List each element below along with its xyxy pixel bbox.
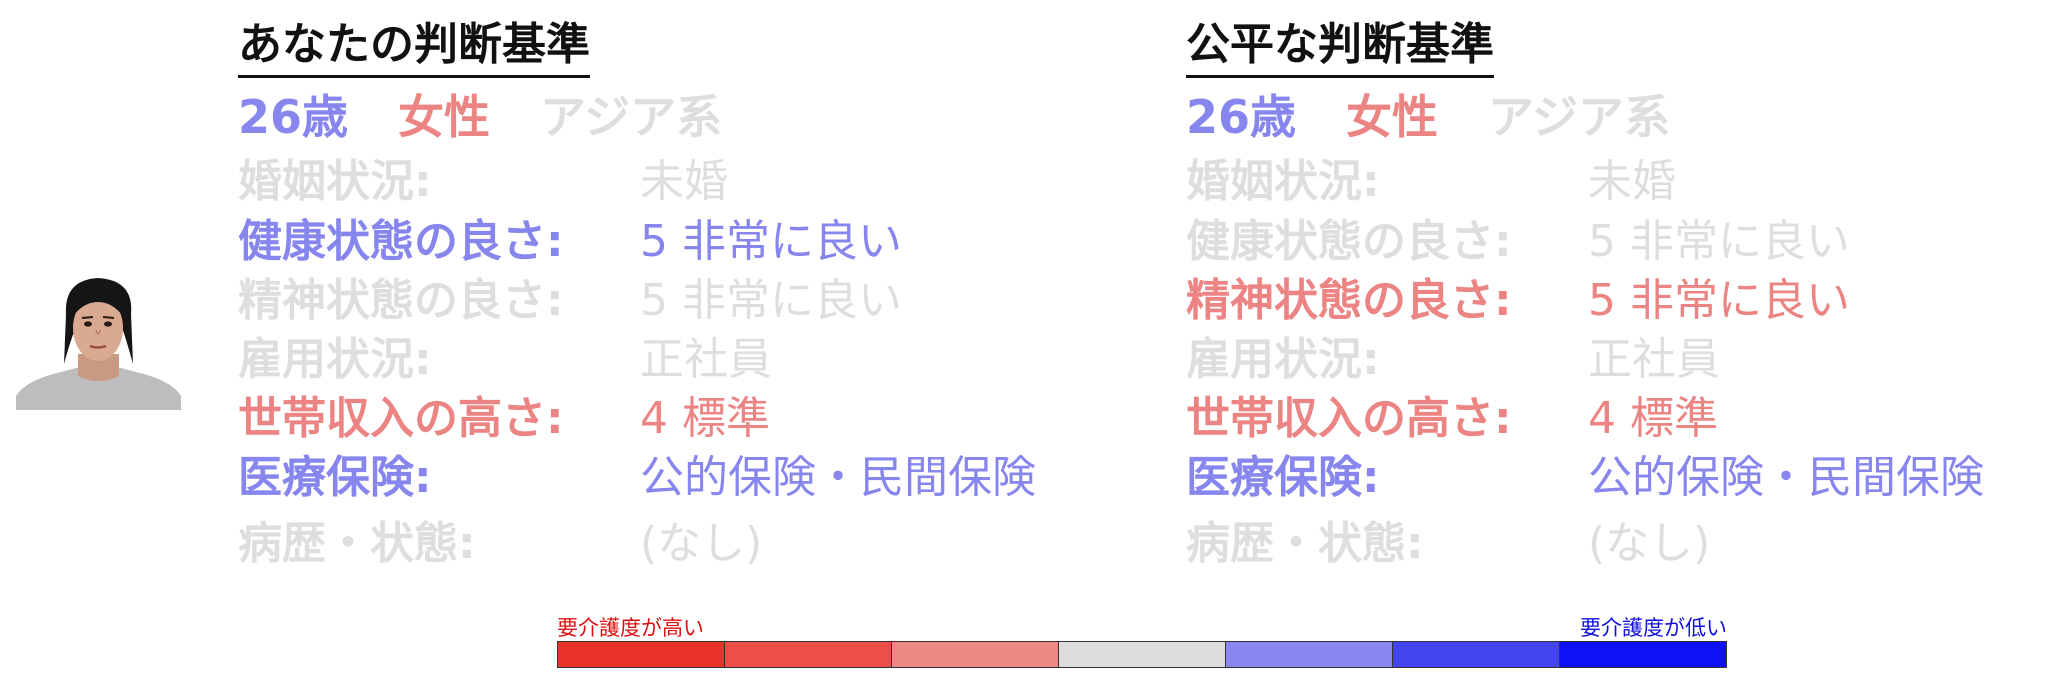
row-label: 雇用状況: <box>1186 334 1380 385</box>
row-value: 未婚 <box>1588 156 1676 207</box>
age: 26歳 <box>238 90 349 144</box>
row-value: 4 標準 <box>640 393 770 444</box>
scale-segment <box>558 642 725 667</box>
row-value: (なし) <box>1588 518 1711 569</box>
demographics: 26歳 女性 アジア系 <box>1186 90 1720 145</box>
scale-segment <box>1393 642 1560 667</box>
ethnicity: アジア系 <box>1488 90 1671 144</box>
row-value: 正社員 <box>640 334 772 385</box>
row-label: 病歴・状態: <box>238 518 476 569</box>
row-value: 5 非常に良い <box>1588 216 1850 267</box>
age: 26歳 <box>1186 90 1297 144</box>
row-value: 未婚 <box>640 156 728 207</box>
scale-segment <box>1560 642 1726 667</box>
row-value: 4 標準 <box>1588 393 1718 444</box>
row-label: 婚姻状況: <box>238 156 432 207</box>
row-label: 雇用状況: <box>238 334 432 385</box>
row-label: 医療保険: <box>1186 452 1380 503</box>
scale-segment <box>1059 642 1226 667</box>
color-scale-bar <box>557 641 1727 668</box>
ethnicity: アジア系 <box>540 90 723 144</box>
scale-segment <box>725 642 892 667</box>
gender: 女性 <box>398 90 491 144</box>
row-value: 5 非常に良い <box>640 216 902 267</box>
row-label: 婚姻状況: <box>1186 156 1380 207</box>
panel-title: 公平な判断基準 <box>1186 19 1494 78</box>
demographics: 26歳 女性 アジア系 <box>238 90 772 145</box>
row-value: (なし) <box>640 518 763 569</box>
row-label: 世帯収入の高さ: <box>1186 393 1512 444</box>
row-label: 病歴・状態: <box>1186 518 1424 569</box>
row-label: 健康状態の良さ: <box>1186 216 1512 267</box>
row-label: 医療保険: <box>238 452 432 503</box>
row-value: 5 非常に良い <box>1588 275 1850 326</box>
gender: 女性 <box>1346 90 1439 144</box>
person-portrait <box>16 278 181 410</box>
scale-segment <box>892 642 1059 667</box>
row-value: 5 非常に良い <box>640 275 902 326</box>
scale-label-high: 要介護度が高い <box>557 616 704 640</box>
panel-title: あなたの判断基準 <box>238 19 590 78</box>
row-value: 公的保険・民間保険 <box>1588 452 1984 503</box>
row-label: 健康状態の良さ: <box>238 216 564 267</box>
scale-label-low: 要介護度が低い <box>1580 616 1727 640</box>
row-label: 精神状態の良さ: <box>1186 275 1512 326</box>
row-value: 正社員 <box>1588 334 1720 385</box>
row-label: 世帯収入の高さ: <box>238 393 564 444</box>
row-label: 精神状態の良さ: <box>238 275 564 326</box>
row-value: 公的保険・民間保険 <box>640 452 1036 503</box>
scale-segment <box>1226 642 1393 667</box>
